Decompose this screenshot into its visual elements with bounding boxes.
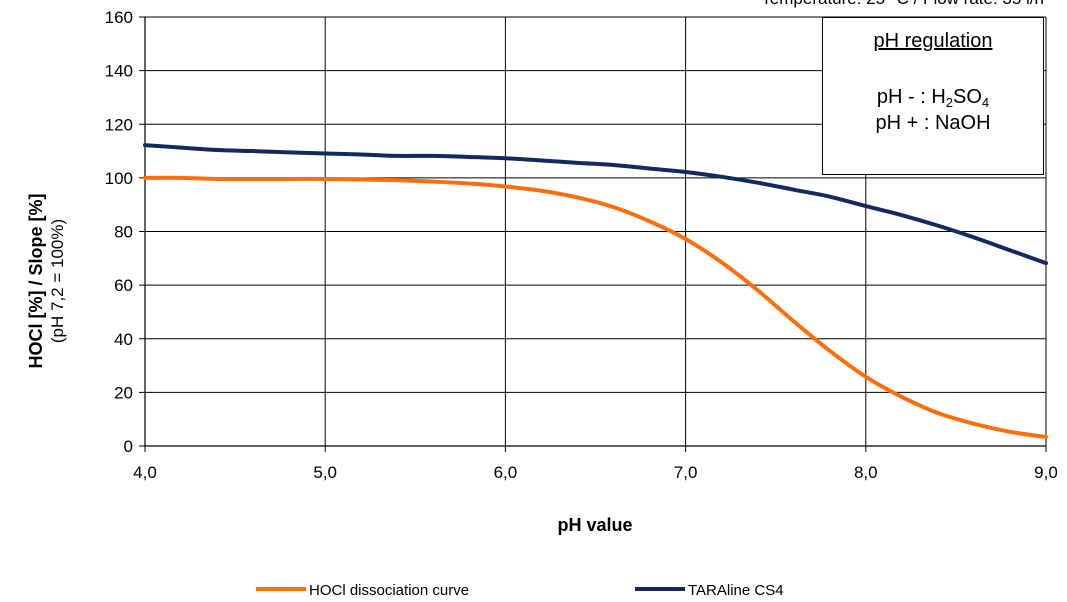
x-tick-label: 8,0 [854,463,878,482]
ph-minus-mid: SO [953,86,982,108]
x-tick-label: 7,0 [674,463,698,482]
tick-labels: 0 20 40 60 80 100 120 140 160 4,0 5,0 6,0 7,0 8,0 9,0 [105,8,1058,482]
x-tick-label: 5,0 [313,463,337,482]
ph-plus-line: pH + : NaOH [875,112,991,134]
y-tick-label: 40 [114,330,133,349]
ph-minus-prefix: pH - : H [876,86,946,108]
y-tick-label: 120 [105,115,133,134]
x-tick-label: 4,0 [133,463,157,482]
ph-regulation-title: pH regulation [873,30,993,52]
y-tick-label: 80 [114,223,133,242]
y-axis-title: HOCl [%] / Slope [%] [26,194,46,369]
axes [139,16,1047,452]
y-tick-label: 60 [114,276,133,295]
series-line-taraline [143,143,1048,266]
legend: HOCl dissociation curve TARAline CS4 [256,582,784,599]
chart-top-note: Temperature: 25 °C / Flow rate: 35 l/h [761,0,1044,8]
y-tick-label: 100 [105,169,133,188]
ph-minus-sub-4: 4 [981,95,990,110]
y-tick-label: 0 [124,437,133,456]
x-tick-label: 9,0 [1034,463,1058,482]
x-axis-title: pH value [557,515,632,535]
series-line-hocl [143,175,1048,439]
y-axis-subtitle: (pH 7,2 = 100%) [48,219,67,343]
series-layer [143,143,1048,439]
y-tick-label: 140 [105,62,133,81]
legend-label-taraline: TARAline CS4 [688,582,784,599]
ph-minus-line: pH - : H2SO4 [823,84,1043,110]
legend-label-hocl: HOCl dissociation curve [309,582,469,599]
ph-minus-sub-2: 2 [945,95,953,110]
x-tick-label: 6,0 [494,463,518,482]
y-tick-label: 20 [114,383,133,402]
ph-regulation-box: pH regulation pH - : H2SO4 pH + : NaOH [822,17,1044,175]
y-tick-label: 160 [105,8,133,27]
